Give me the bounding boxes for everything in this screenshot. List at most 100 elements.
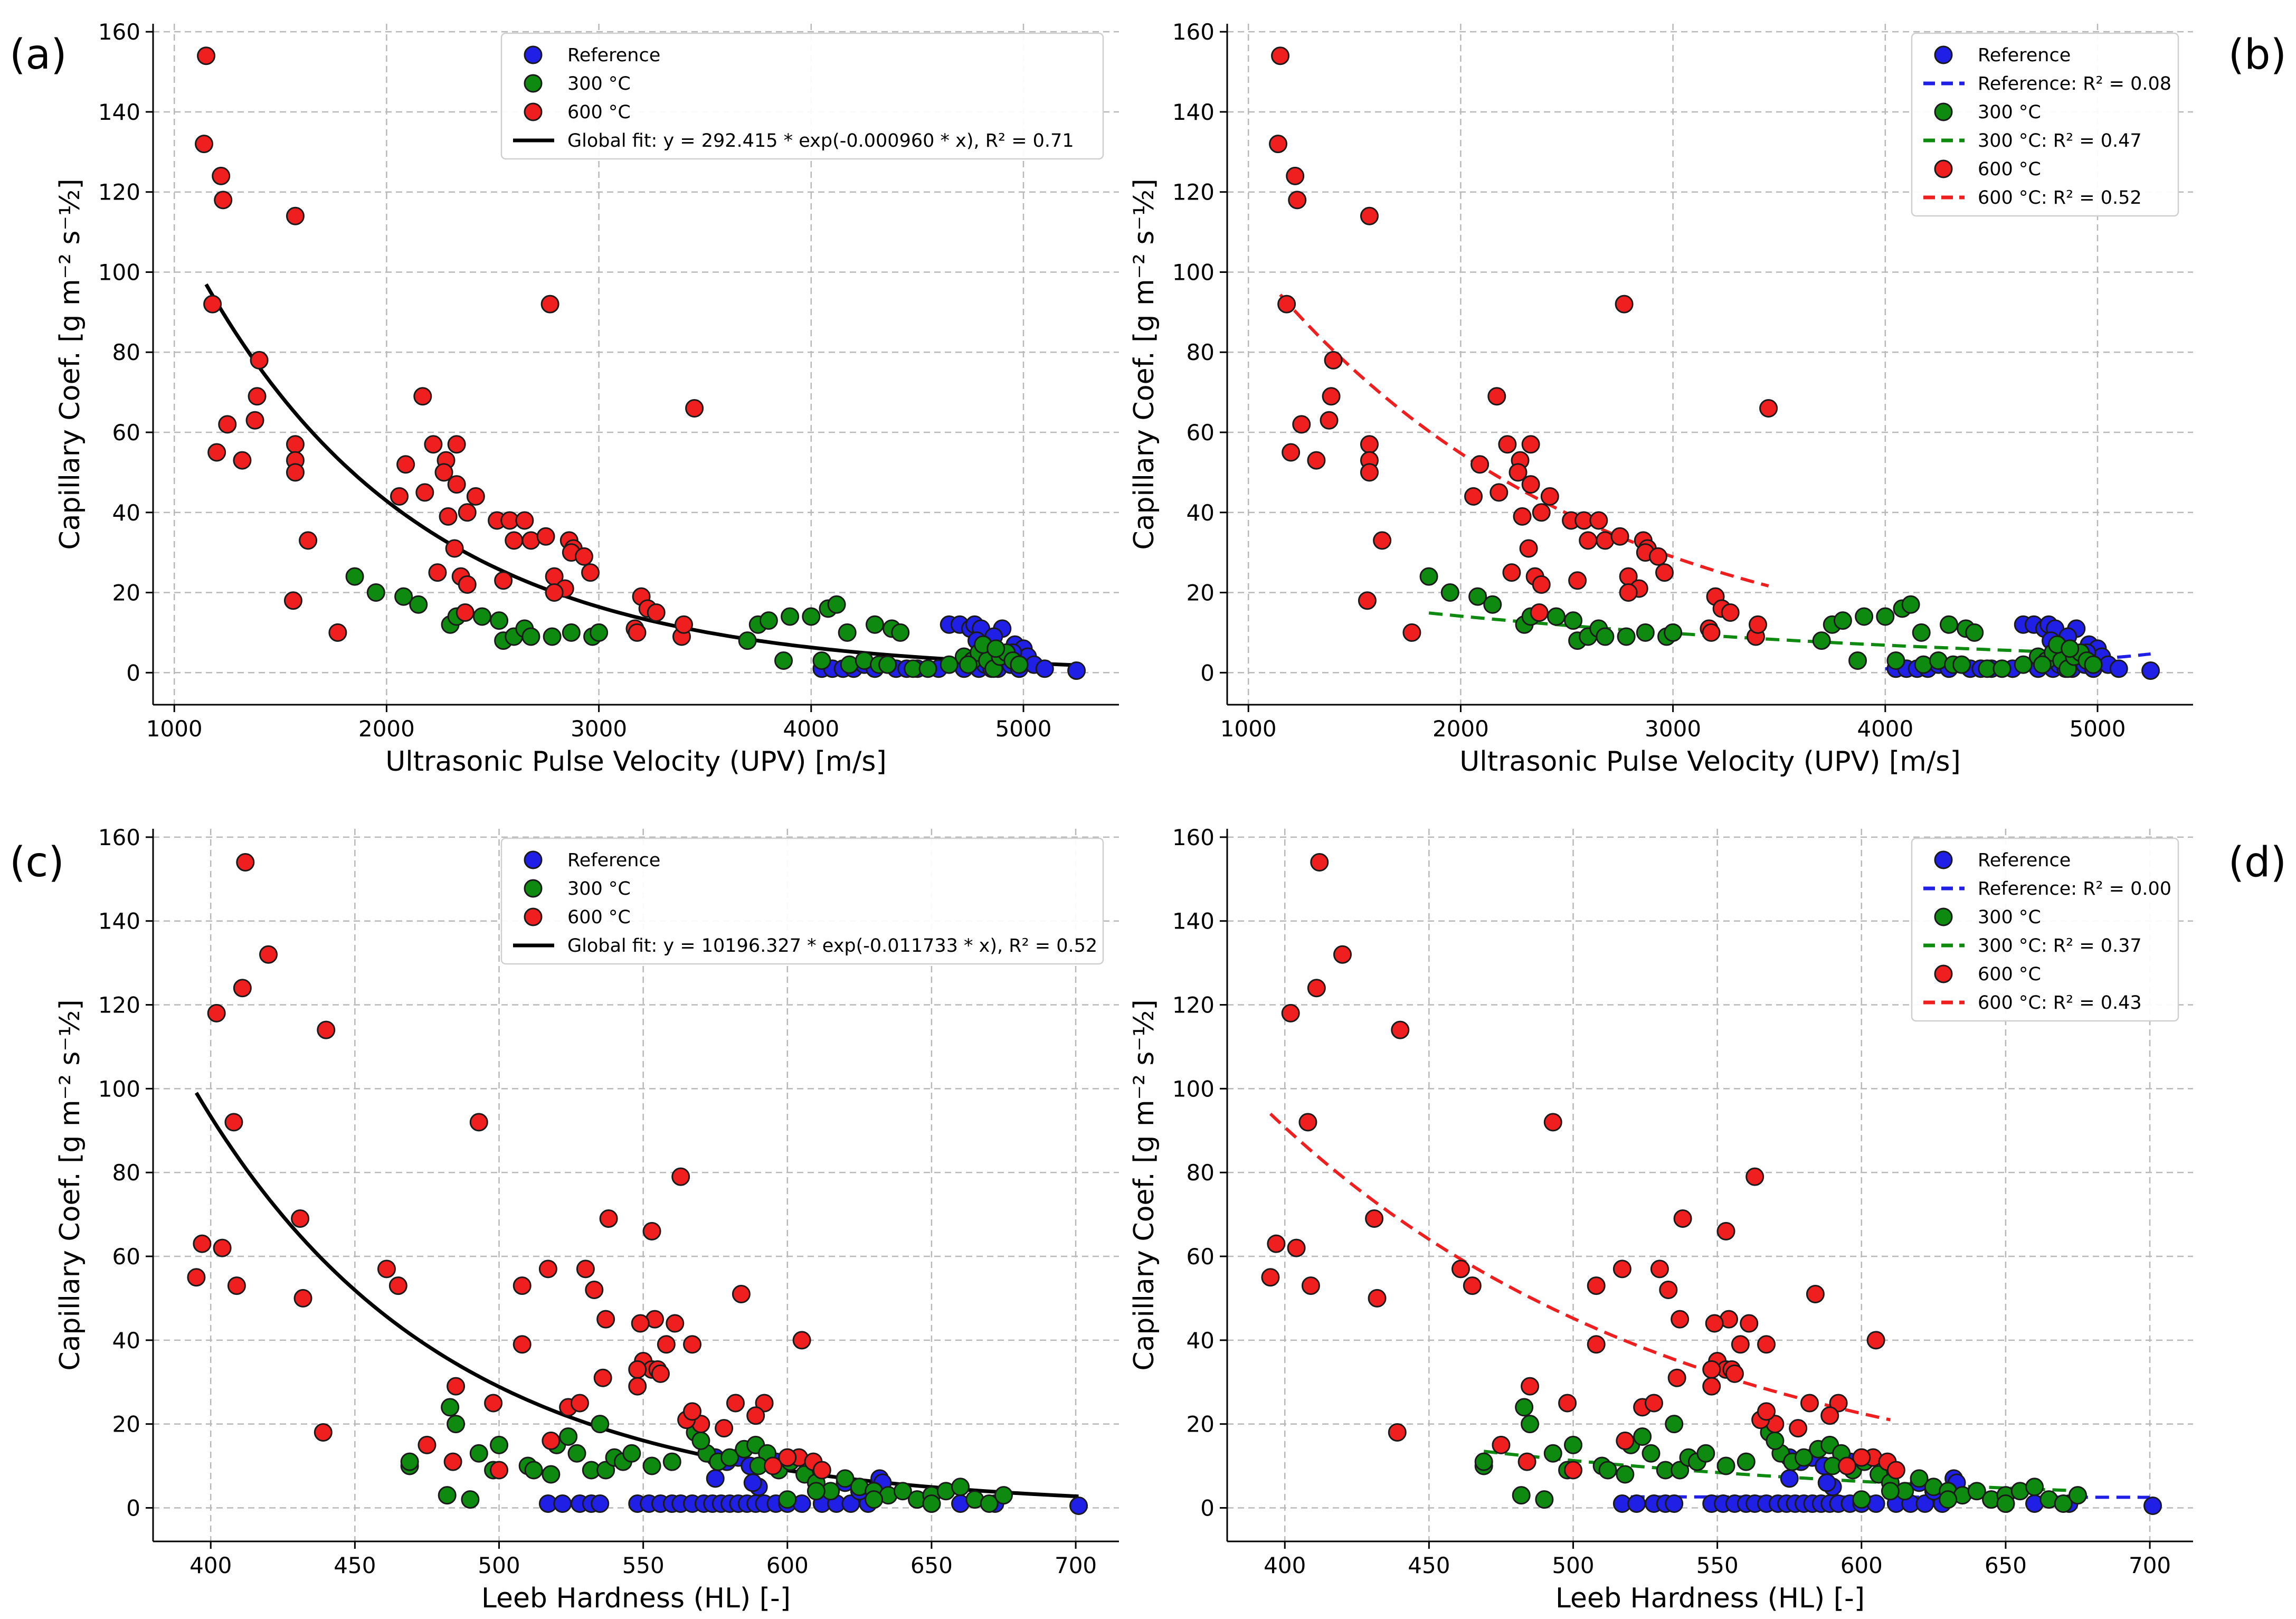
legend-label: 600 °C bbox=[1978, 159, 2041, 180]
y-axis-title: Capillary Coef. [g m⁻² s⁻¹⁄₂] bbox=[1128, 178, 1160, 550]
point-c600 bbox=[1852, 1448, 1871, 1467]
point-c600 bbox=[1731, 1335, 1750, 1354]
point-c600 bbox=[1619, 583, 1638, 602]
point-c600 bbox=[642, 1222, 661, 1241]
point-c600 bbox=[469, 1113, 488, 1132]
fit-curve-2 bbox=[1279, 293, 1769, 588]
x-tick-label: 1000 bbox=[1220, 716, 1277, 742]
y-tick-label: 160 bbox=[98, 19, 140, 45]
point-c600 bbox=[233, 451, 252, 470]
point-c300 bbox=[472, 607, 491, 626]
panel-label: (a) bbox=[10, 31, 67, 79]
point-c600 bbox=[1521, 475, 1540, 494]
point-c600 bbox=[1391, 1020, 1410, 1039]
point-c300 bbox=[827, 595, 846, 614]
legend-label: Reference: R² = 0.00 bbox=[1978, 878, 2171, 900]
point-c600 bbox=[1702, 623, 1721, 642]
point-c600 bbox=[207, 443, 226, 462]
y-tick-label: 0 bbox=[126, 1495, 140, 1521]
point-c300 bbox=[918, 659, 937, 678]
point-c600 bbox=[545, 583, 564, 602]
point-c300 bbox=[1515, 1398, 1534, 1417]
point-c300 bbox=[1564, 611, 1583, 630]
x-tick-label: 3000 bbox=[1645, 716, 1701, 742]
point-c300 bbox=[1766, 1431, 1785, 1450]
point-c300 bbox=[441, 1398, 460, 1417]
point-c600 bbox=[434, 463, 453, 482]
point-c300 bbox=[994, 1486, 1013, 1505]
point-c600 bbox=[218, 415, 237, 434]
point-c600 bbox=[1365, 1209, 1384, 1228]
point-c600 bbox=[245, 411, 264, 430]
point-c600 bbox=[1615, 295, 1634, 314]
fit-curve-0 bbox=[204, 283, 1077, 667]
legend: Reference Reference: R² = 0.00 300 °C 300 °… bbox=[1911, 837, 2179, 1022]
point-c600 bbox=[299, 531, 318, 550]
y-tick-label: 80 bbox=[1187, 1160, 1215, 1186]
point-c300 bbox=[1967, 1482, 1986, 1501]
y-tick-label: 80 bbox=[112, 339, 140, 365]
point-c600 bbox=[1489, 483, 1508, 502]
point-reference bbox=[1817, 1473, 1836, 1492]
point-c300 bbox=[1665, 1415, 1684, 1434]
y-tick-label: 20 bbox=[1187, 1412, 1215, 1437]
point-c600 bbox=[494, 571, 513, 590]
panel-c: 400 450 500 550 600 650 700 0 20 40 60 80 100 120 140 1… bbox=[10, 825, 1119, 1614]
x-tick-label: 600 bbox=[766, 1552, 809, 1578]
point-c600 bbox=[593, 1368, 612, 1387]
point-c600 bbox=[1806, 1284, 1825, 1303]
point-c600 bbox=[1612, 1260, 1631, 1279]
point-c300 bbox=[590, 623, 609, 642]
point-reference bbox=[2109, 659, 2128, 678]
y-tick-label: 20 bbox=[112, 1412, 140, 1437]
x-tick-label: 2000 bbox=[358, 716, 415, 742]
x-axis-title: Ultrasonic Pulse Velocity (UPV) [m/s] bbox=[385, 746, 886, 778]
x-tick-label: 450 bbox=[334, 1552, 376, 1578]
y-tick-label: 60 bbox=[1187, 1244, 1215, 1270]
point-c600 bbox=[250, 351, 269, 370]
point-c600 bbox=[1616, 1431, 1635, 1450]
point-c600 bbox=[513, 1335, 532, 1354]
point-c600 bbox=[1716, 1222, 1735, 1241]
point-c600 bbox=[1519, 539, 1538, 558]
point-c600 bbox=[1757, 1402, 1776, 1421]
point-c600 bbox=[1307, 979, 1326, 998]
point-c300 bbox=[1855, 607, 1874, 626]
point-c600 bbox=[1644, 1394, 1663, 1413]
point-c600 bbox=[1451, 1260, 1470, 1279]
point-c600 bbox=[542, 1431, 561, 1450]
point-c600 bbox=[1513, 507, 1532, 526]
legend-label: Reference bbox=[1978, 850, 2071, 871]
y-tick-label: 40 bbox=[112, 1328, 140, 1353]
point-c600 bbox=[1748, 615, 1767, 634]
point-reference bbox=[1035, 659, 1054, 678]
point-c300 bbox=[394, 587, 413, 606]
point-c600 bbox=[388, 1276, 407, 1295]
legend-box bbox=[1911, 837, 2179, 1022]
point-c600 bbox=[1671, 1310, 1690, 1329]
point-c600 bbox=[447, 435, 466, 454]
point-c600 bbox=[1705, 1314, 1724, 1333]
point-c300 bbox=[1993, 659, 2012, 678]
point-c600 bbox=[1464, 487, 1483, 506]
point-c600 bbox=[328, 623, 347, 642]
point-c600 bbox=[1667, 1368, 1686, 1387]
point-c300 bbox=[622, 1444, 641, 1463]
x-tick-label: 550 bbox=[622, 1552, 665, 1578]
y-tick-label: 40 bbox=[1187, 500, 1215, 526]
point-c600 bbox=[1269, 135, 1288, 154]
point-c600 bbox=[428, 563, 447, 582]
y-tick-label: 60 bbox=[1187, 420, 1215, 446]
point-c300 bbox=[1965, 623, 1984, 642]
y-tick-label: 140 bbox=[98, 908, 140, 934]
point-c600 bbox=[1333, 945, 1352, 964]
point-c300 bbox=[2025, 1478, 2044, 1497]
point-c600 bbox=[447, 1377, 466, 1396]
point-c600 bbox=[536, 527, 555, 546]
legend-box bbox=[1911, 32, 2179, 217]
point-c600 bbox=[715, 1419, 734, 1438]
point-reference bbox=[743, 1473, 762, 1492]
legend-label: 600 °C: R² = 0.43 bbox=[1978, 992, 2142, 1014]
point-c600 bbox=[1610, 527, 1629, 546]
legend-label: 300 °C bbox=[1978, 102, 2041, 123]
